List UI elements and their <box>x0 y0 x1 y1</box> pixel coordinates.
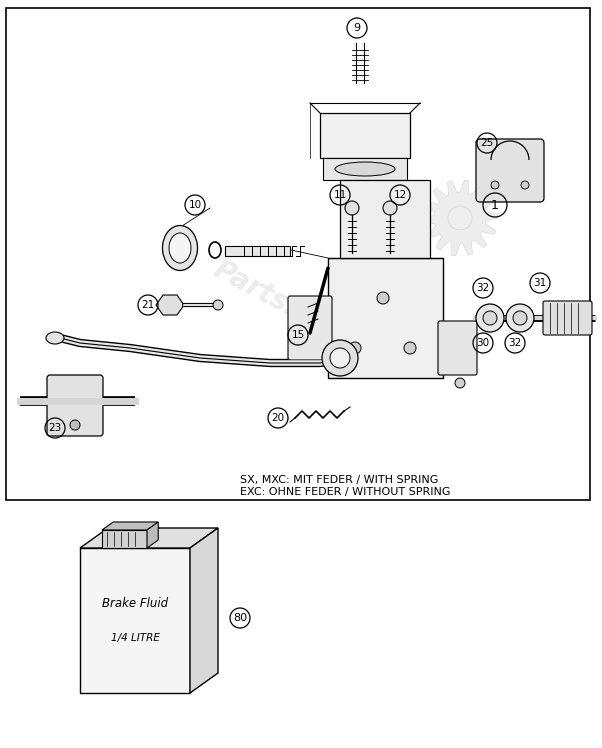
Text: 21: 21 <box>141 300 155 310</box>
Bar <box>320 113 410 158</box>
Circle shape <box>404 342 416 354</box>
Bar <box>6 8 590 500</box>
Text: 32: 32 <box>476 283 489 293</box>
Text: 20: 20 <box>272 413 285 423</box>
Circle shape <box>383 201 397 215</box>
Circle shape <box>70 420 80 430</box>
Circle shape <box>330 348 350 368</box>
Ellipse shape <box>163 225 197 271</box>
FancyBboxPatch shape <box>438 321 477 375</box>
Circle shape <box>521 181 529 189</box>
Text: 15: 15 <box>291 330 305 340</box>
Text: EXC: OHNE FEDER / WITHOUT SPRING: EXC: OHNE FEDER / WITHOUT SPRING <box>240 487 450 497</box>
Polygon shape <box>102 530 147 548</box>
Ellipse shape <box>335 162 395 176</box>
FancyBboxPatch shape <box>47 375 103 436</box>
Circle shape <box>506 304 534 332</box>
FancyBboxPatch shape <box>476 139 544 202</box>
Text: PartsRepublic: PartsRepublic <box>209 255 411 381</box>
Bar <box>225 246 290 256</box>
Polygon shape <box>102 522 158 530</box>
Circle shape <box>455 378 465 388</box>
Polygon shape <box>80 548 190 693</box>
Polygon shape <box>147 522 158 548</box>
Text: Brake Fluid: Brake Fluid <box>102 597 168 610</box>
Bar <box>323 158 407 180</box>
Circle shape <box>448 206 472 230</box>
Text: SX, MXC: MIT FEDER / WITH SPRING: SX, MXC: MIT FEDER / WITH SPRING <box>240 475 438 485</box>
Bar <box>340 180 430 258</box>
Polygon shape <box>422 180 498 256</box>
Text: 10: 10 <box>188 200 202 210</box>
Text: 80: 80 <box>233 613 247 623</box>
FancyBboxPatch shape <box>543 301 592 335</box>
Circle shape <box>476 304 504 332</box>
Circle shape <box>322 340 358 376</box>
Polygon shape <box>80 528 218 548</box>
Polygon shape <box>156 295 184 315</box>
Text: 9: 9 <box>353 23 361 33</box>
Circle shape <box>513 311 527 325</box>
Text: 31: 31 <box>533 278 547 288</box>
Text: 12: 12 <box>393 190 406 200</box>
Text: 25: 25 <box>480 138 494 148</box>
Text: 30: 30 <box>476 338 489 348</box>
Text: 1: 1 <box>491 198 499 212</box>
Ellipse shape <box>169 233 191 263</box>
Text: 1/4 LITRE: 1/4 LITRE <box>111 633 160 643</box>
Circle shape <box>377 292 389 304</box>
Circle shape <box>345 201 359 215</box>
Text: 11: 11 <box>334 190 347 200</box>
Polygon shape <box>190 528 218 693</box>
Text: 32: 32 <box>508 338 521 348</box>
Text: 23: 23 <box>48 423 61 433</box>
Ellipse shape <box>46 332 64 344</box>
Circle shape <box>491 181 499 189</box>
FancyBboxPatch shape <box>288 296 332 360</box>
FancyBboxPatch shape <box>328 258 443 378</box>
Circle shape <box>213 300 223 310</box>
Circle shape <box>483 311 497 325</box>
Circle shape <box>349 342 361 354</box>
